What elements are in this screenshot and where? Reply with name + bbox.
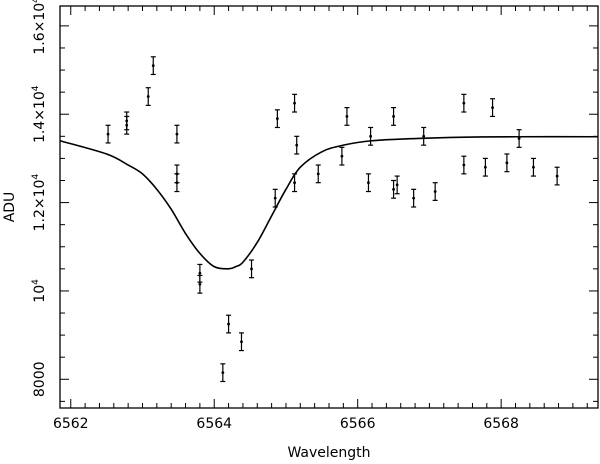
data-point [294, 135, 300, 155]
data-point [461, 155, 467, 175]
data-point [368, 126, 374, 146]
data-point [490, 98, 496, 118]
data-point [421, 126, 427, 146]
y-tick-label: 1.2×104 [31, 174, 48, 232]
fit-curve [59, 135, 599, 270]
data-point [344, 107, 350, 126]
y-axis-label: ADU [2, 192, 18, 223]
data-point [339, 146, 345, 166]
y-tick-label: 104 [31, 279, 48, 303]
data-point [391, 179, 397, 199]
data-point [516, 129, 522, 148]
axis-ticks [60, 6, 598, 408]
data-point [365, 173, 371, 193]
y-tick-label: 1.6×104 [31, 0, 48, 55]
x-axis-label: Wavelength [287, 445, 370, 461]
data-point [272, 188, 278, 208]
data-point [292, 93, 298, 113]
x-tick-label: 6564 [196, 416, 232, 432]
data-point [394, 175, 400, 195]
plot-frame [59, 5, 599, 409]
data-point [105, 124, 111, 144]
data-point [249, 259, 255, 279]
data-point [461, 93, 467, 113]
data-point [315, 164, 321, 184]
data-point [411, 188, 417, 208]
y-tick-label: 1.4×104 [31, 85, 48, 143]
data-point [391, 107, 397, 126]
data-point [174, 124, 180, 144]
data-point [150, 56, 156, 76]
data-point [124, 115, 130, 135]
data-point [482, 157, 488, 177]
x-tick-label: 6562 [53, 416, 89, 432]
data-point [274, 109, 280, 129]
data-point [432, 182, 438, 201]
data-point [174, 173, 180, 193]
data-point [220, 363, 226, 383]
data-point [554, 166, 560, 186]
data-point [197, 274, 203, 294]
data-point [504, 153, 510, 173]
tick-labels: 6562 6564 6566 6568 8000 104 1.2×104 1.4×104 1.6… [31, 0, 519, 432]
data-point [145, 87, 151, 106]
x-tick-label: 6568 [483, 416, 519, 432]
x-tick-label: 6566 [340, 416, 376, 432]
data-point [530, 157, 536, 177]
data-point [226, 314, 232, 334]
data-points [105, 56, 560, 383]
data-point [238, 332, 244, 352]
y-tick-label: 8000 [32, 361, 48, 397]
